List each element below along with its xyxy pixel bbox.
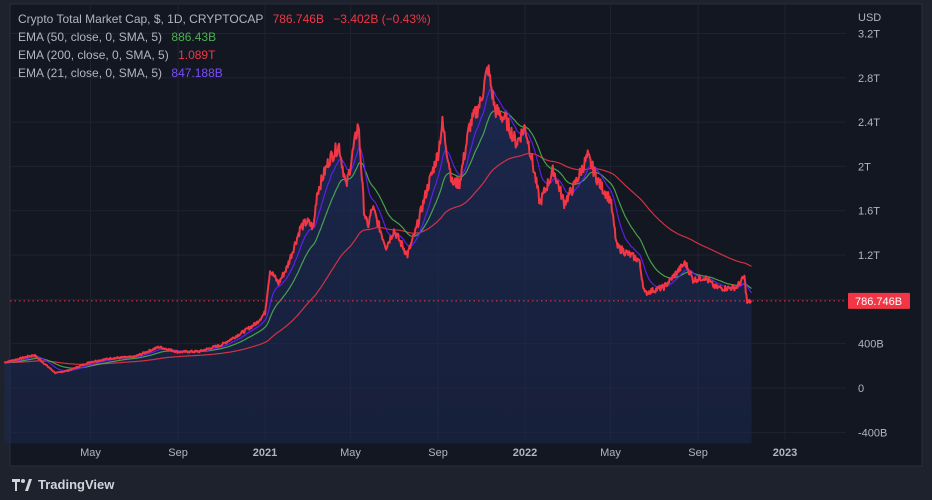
x-tick-label: May	[600, 447, 621, 459]
ema50-line	[4, 109, 752, 369]
legend-main[interactable]: Crypto Total Market Cap, $, 1D, CRYPTOCA…	[18, 10, 431, 28]
y-tick-label: 2.4T	[858, 117, 880, 129]
last-value: 786.746B	[272, 12, 324, 26]
x-tick-label: Sep	[168, 447, 188, 459]
legend-ema200[interactable]: EMA (200, close, 0, SMA, 5) 1.089T	[18, 46, 431, 64]
price-line	[3, 64, 753, 375]
y-tick-label: 2T	[858, 161, 871, 173]
y-tick-label: 1.2T	[858, 250, 880, 262]
ema200-value: 1.089T	[178, 48, 216, 62]
legend: Crypto Total Market Cap, $, 1D, CRYPTOCA…	[18, 10, 431, 82]
y-tick-label: 2.8T	[858, 73, 880, 85]
tradingview-logo[interactable]: TradingView	[12, 477, 114, 492]
x-tick-label: May	[80, 447, 101, 459]
y-tick-label: 400B	[858, 339, 884, 351]
ema50-value: 886.43B	[171, 30, 217, 44]
y-tick-label: 1.6T	[858, 206, 880, 218]
ema50-label: EMA (50, close, 0, SMA, 5)	[18, 30, 163, 44]
ema21-label: EMA (21, close, 0, SMA, 5)	[18, 66, 163, 80]
ema200-line	[4, 152, 752, 365]
x-tick-label: 2022	[513, 447, 537, 459]
y-tick-label: 0	[858, 383, 864, 395]
tradingview-icon	[12, 478, 32, 491]
legend-ema50[interactable]: EMA (50, close, 0, SMA, 5) 886.43B	[18, 28, 431, 46]
legend-ema21[interactable]: EMA (21, close, 0, SMA, 5) 847.188B	[18, 64, 431, 82]
change-value: −3.402B (−0.43%)	[333, 12, 431, 26]
symbol-title: Crypto Total Market Cap, $, 1D, CRYPTOCA…	[18, 12, 264, 26]
time-axis[interactable]: May Sep 2021 May Sep 2022 May Sep 2023	[80, 447, 797, 459]
price-area-fill	[4, 65, 752, 444]
last-price-value: 786.746B	[855, 296, 902, 308]
y-tick-label: 3.2T	[858, 28, 880, 40]
x-tick-label: May	[340, 447, 361, 459]
ema21-value: 847.188B	[171, 66, 223, 80]
y-tick-label: -400B	[858, 427, 887, 439]
brand-name: TradingView	[38, 477, 115, 492]
x-tick-label: 2023	[773, 447, 797, 459]
ema200-label: EMA (200, close, 0, SMA, 5)	[18, 48, 169, 62]
x-tick-label: 2021	[253, 447, 277, 459]
last-price-badge: 786.746B	[848, 292, 910, 309]
x-tick-label: Sep	[428, 447, 448, 459]
price-axis[interactable]: 3.2T 2.8T 2.4T 2T 1.6T 1.2T 400B 0 -400B	[858, 28, 887, 439]
currency-label: USD	[858, 12, 881, 24]
x-tick-label: Sep	[688, 447, 708, 459]
